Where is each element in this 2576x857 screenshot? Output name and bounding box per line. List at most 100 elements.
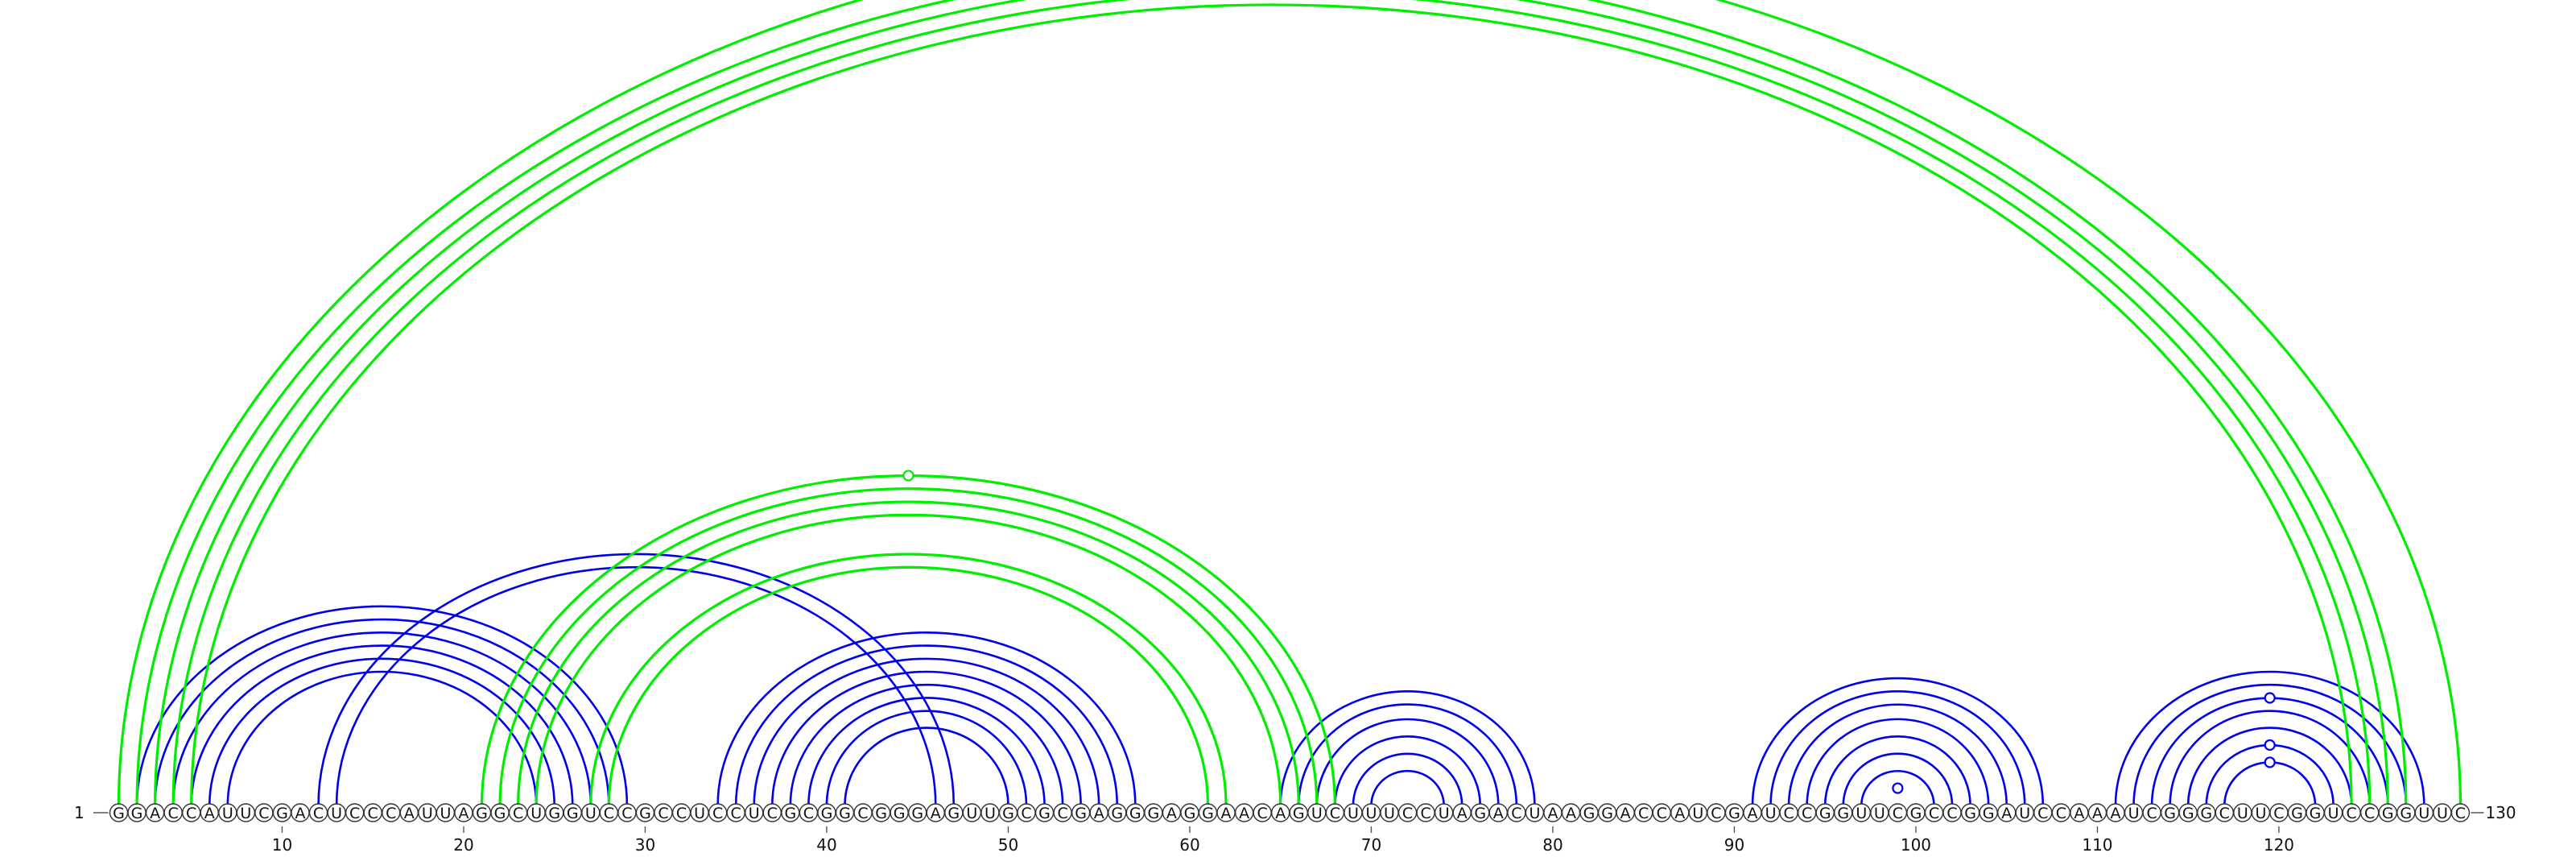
nucleotide-letter: C	[513, 805, 523, 822]
nucleotide-letter: U	[1765, 805, 1777, 822]
nucleotide: A	[1670, 803, 1690, 822]
nucleotide: C	[2450, 803, 2471, 822]
nucleotide: U	[962, 803, 982, 822]
pseudoknot-pair-arc	[154, 0, 2389, 806]
nucleotide: A	[1543, 803, 1563, 822]
nucleotide: C	[2359, 803, 2380, 822]
nucleotide: A	[1162, 803, 1182, 822]
nucleotide: G	[817, 803, 836, 822]
nucleotide-letter: A	[1275, 805, 1286, 822]
nested-pair-arc	[2223, 761, 2317, 806]
nucleotide: C	[1017, 803, 1036, 822]
nucleotide: G	[1289, 803, 1308, 822]
nucleotide: C	[1507, 803, 1526, 822]
nucleotide-letter: C	[1711, 805, 1721, 822]
nucleotide: G	[2306, 803, 2325, 822]
nucleotide-letter: G	[784, 805, 796, 822]
nested-pair-arc	[734, 644, 1119, 806]
nested-pair-arc	[753, 657, 1100, 806]
nucleotide: A	[1216, 803, 1236, 822]
nucleotide-letter: C	[2455, 805, 2466, 822]
nucleotide: A	[454, 803, 473, 822]
sequence-end-label: 130	[2485, 803, 2516, 822]
nucleotide-letter: A	[1457, 805, 1468, 822]
nucleotide: G	[2378, 803, 2397, 822]
nested-pair-arc	[2169, 710, 2371, 806]
nucleotide-letter: G	[567, 805, 579, 822]
nucleotide: C	[382, 803, 401, 822]
nucleotide-letter: C	[386, 805, 396, 822]
nucleotide-letter: U	[1311, 805, 1323, 822]
nucleotide-letter: A	[1239, 805, 1249, 822]
nucleotide-letter: C	[803, 805, 814, 822]
nested-pair-arc	[335, 565, 937, 806]
pseudoknot-pair-arc	[607, 565, 1210, 806]
nucleotide: G	[2160, 803, 2180, 822]
nucleotide: C	[1397, 803, 1418, 822]
nucleotide: U	[2433, 803, 2452, 822]
nucleotide-letter: U	[2255, 805, 2266, 822]
nested-pair-arc	[190, 644, 574, 806]
nucleotide-letter: C	[2056, 805, 2066, 822]
nucleotide: C	[508, 803, 528, 822]
nucleotide: A	[1089, 803, 1108, 822]
nucleotide-letter: G	[1038, 805, 1051, 822]
nucleotide-letter: A	[2092, 805, 2103, 822]
nucleotide: C	[2269, 803, 2289, 822]
nucleotide-letter: C	[368, 805, 378, 822]
nucleotide-letter: G	[131, 805, 143, 822]
pseudoknot-pair-arc	[173, 0, 2370, 805]
nucleotide: C	[799, 803, 819, 822]
nucleotide-letter: C	[2146, 805, 2157, 822]
nucleotide: C	[1779, 803, 1798, 822]
arc-marker	[902, 470, 914, 482]
nucleotide: G	[998, 803, 1018, 822]
tick-label: 10	[272, 835, 292, 855]
nucleotide: G	[545, 803, 564, 822]
nucleotide-letter: A	[1221, 805, 1232, 822]
nucleotide-letter: C	[2364, 805, 2375, 822]
nucleotide: C	[181, 803, 201, 822]
pseudoknot-pair-arc	[589, 553, 1228, 806]
nested-pair-arc	[2186, 727, 2353, 806]
nucleotide: G	[871, 803, 891, 822]
nucleotide-letter: C	[1511, 805, 1521, 822]
tick-label: 60	[1179, 835, 1199, 855]
nucleotide-letter: U	[2128, 805, 2140, 822]
nucleotide-letter: C	[2347, 805, 2357, 822]
nucleotide-letter: A	[295, 805, 306, 822]
nucleotide-letter: A	[1547, 805, 1558, 822]
nucleotide: G	[781, 803, 800, 822]
nested-pair-arc	[1842, 752, 1954, 806]
nucleotide: C	[671, 803, 691, 822]
nucleotide: A	[145, 803, 165, 822]
nucleotide: G	[2197, 803, 2216, 822]
sequence-start-label: 1	[74, 803, 85, 822]
nucleotide: G	[1960, 803, 1980, 822]
nucleotide: C	[1053, 803, 1072, 822]
nucleotide-circle	[2450, 803, 2471, 822]
nucleotide-letter: C	[1420, 805, 1430, 822]
nested-pair-arc	[825, 710, 1028, 806]
nucleotide-letter: C	[1257, 805, 1268, 822]
nucleotide: C	[2142, 803, 2161, 822]
nucleotide: C	[1797, 803, 1817, 822]
nucleotide-letter: G	[1202, 805, 1214, 822]
nucleotide: A	[1270, 803, 1290, 822]
nucleotide-letter: C	[676, 805, 687, 822]
nucleotide: A	[1234, 803, 1254, 822]
nucleotide-letter: U	[2437, 805, 2448, 822]
tick-label: 90	[1724, 835, 1744, 855]
nucleotide: G	[1979, 803, 1998, 822]
nucleotide-letter: A	[2001, 805, 2012, 822]
nucleotide: U	[1761, 803, 1781, 822]
nucleotide: C	[254, 803, 274, 822]
arc-marker	[2264, 739, 2276, 751]
nucleotide: C	[1253, 803, 1272, 822]
nucleotide-letter: G	[1583, 805, 1596, 822]
nucleotide-letter: A	[458, 805, 469, 822]
pseudoknot-pair-arc	[190, 3, 2353, 806]
nucleotide-letter: A	[1166, 805, 1177, 822]
tick-label: 110	[2082, 835, 2112, 855]
